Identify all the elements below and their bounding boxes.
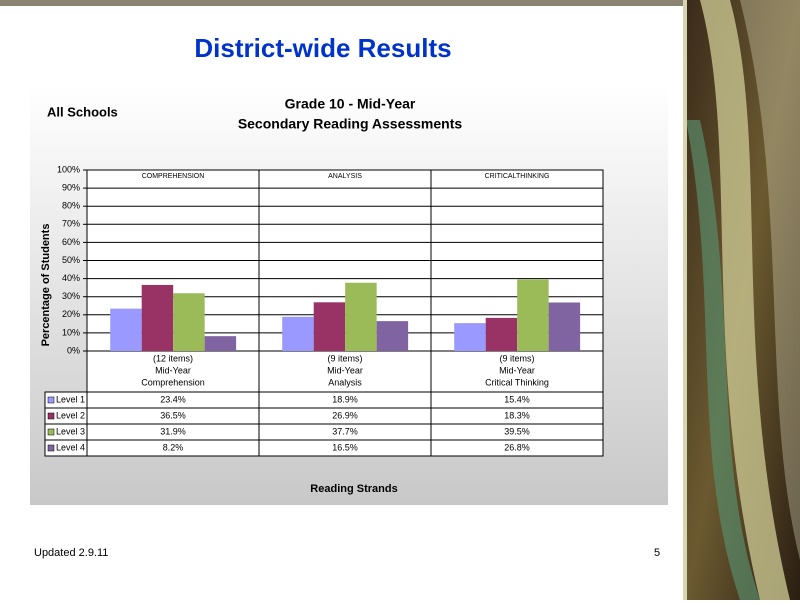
x-tick-label: Comprehension bbox=[141, 377, 205, 387]
bar bbox=[454, 323, 486, 351]
legend-swatch bbox=[47, 412, 55, 420]
value-label: 36.5% bbox=[160, 410, 186, 420]
legend-swatch bbox=[47, 396, 55, 404]
y-tick-label: 20% bbox=[62, 309, 80, 319]
y-tick-label: 80% bbox=[62, 201, 80, 211]
y-tick-label: 40% bbox=[62, 273, 80, 283]
divider bbox=[683, 0, 687, 600]
bar bbox=[485, 317, 518, 351]
value-label: 23.4% bbox=[160, 394, 186, 404]
y-axis-label: Percentage of Students bbox=[40, 224, 52, 347]
category-items: (12 items) bbox=[153, 353, 193, 363]
value-label: 15.4% bbox=[504, 394, 530, 404]
y-tick-label: 90% bbox=[62, 182, 80, 192]
bar bbox=[173, 293, 205, 351]
legend-swatch bbox=[47, 444, 55, 452]
legend-swatch bbox=[47, 428, 55, 436]
value-label: 8.2% bbox=[163, 442, 184, 452]
bar bbox=[345, 282, 377, 351]
value-label: 26.9% bbox=[332, 410, 358, 420]
panel-label: CRITICALTHINKING bbox=[485, 173, 550, 180]
bar bbox=[110, 308, 142, 351]
legend-label: Level 3 bbox=[56, 426, 85, 436]
bar bbox=[376, 321, 409, 351]
chart-subtitle: Secondary Reading Assessments bbox=[238, 116, 463, 132]
footer: Updated 2.9.11 bbox=[34, 547, 108, 559]
value-label: 31.9% bbox=[160, 426, 186, 436]
decoration-swirl bbox=[686, 120, 760, 600]
bar bbox=[282, 316, 314, 351]
value-label: 26.8% bbox=[504, 442, 530, 452]
page-number: 5 bbox=[654, 547, 660, 559]
y-tick-label: 30% bbox=[62, 291, 80, 301]
value-label: 39.5% bbox=[504, 426, 530, 436]
panel-label: ANALYSIS bbox=[328, 173, 362, 180]
bar bbox=[204, 336, 237, 351]
table-frame bbox=[86, 350, 604, 393]
y-tick-label: 10% bbox=[62, 327, 80, 337]
table-row bbox=[44, 439, 604, 457]
bar bbox=[548, 302, 581, 351]
bar bbox=[313, 302, 346, 351]
value-label: 18.9% bbox=[332, 394, 358, 404]
y-tick-label: 0% bbox=[67, 345, 80, 355]
y-tick-label: 60% bbox=[62, 237, 80, 247]
category-period: Mid-Year bbox=[327, 365, 363, 375]
value-label: 18.3% bbox=[504, 410, 530, 420]
y-tick-label: 100% bbox=[57, 164, 80, 174]
category-period: Mid-Year bbox=[155, 365, 191, 375]
panel-label: COMPREHENSION bbox=[142, 173, 205, 180]
x-tick-label: Analysis bbox=[328, 377, 362, 387]
value-label: 16.5% bbox=[332, 442, 358, 452]
slide-title: District-wide Results bbox=[194, 33, 451, 63]
value-label: 37.7% bbox=[332, 426, 358, 436]
top-border bbox=[0, 0, 686, 6]
legend-label: Level 1 bbox=[56, 394, 85, 404]
x-axis-label: Reading Strands bbox=[310, 483, 397, 495]
y-tick-label: 50% bbox=[62, 255, 80, 265]
category-items: (9 items) bbox=[327, 353, 362, 363]
x-tick-label: Critical Thinking bbox=[485, 377, 549, 387]
scope-label: All Schools bbox=[47, 104, 118, 119]
decoration-swirl bbox=[700, 0, 790, 600]
bar bbox=[517, 279, 549, 351]
category-period: Mid-Year bbox=[499, 365, 535, 375]
y-tick-label: 70% bbox=[62, 219, 80, 229]
category-items: (9 items) bbox=[499, 353, 534, 363]
legend-label: Level 4 bbox=[56, 442, 85, 452]
bar bbox=[141, 284, 174, 351]
chart-title: Grade 10 - Mid-Year bbox=[285, 96, 416, 112]
legend-label: Level 2 bbox=[56, 410, 85, 420]
decoration-swirl bbox=[740, 0, 800, 560]
